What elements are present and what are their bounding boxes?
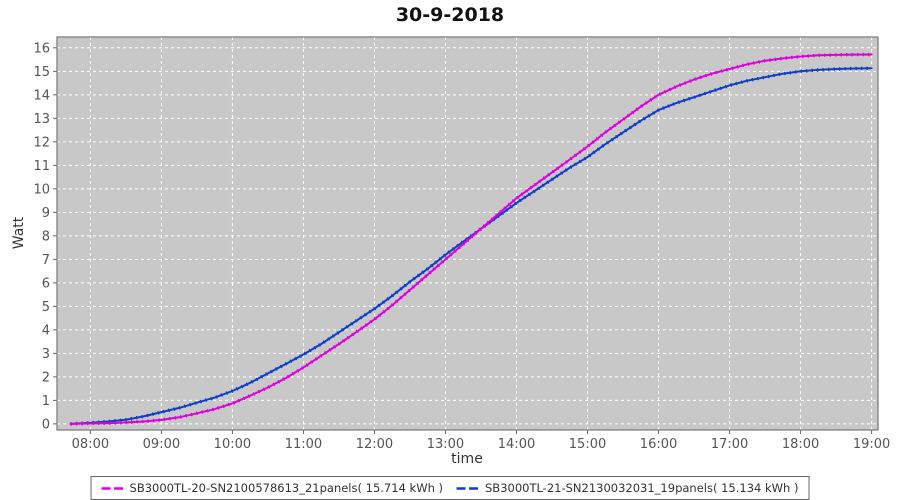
x-tick-label: 12:00 [356,437,393,452]
y-tick-label: 6 [42,276,50,291]
y-tick-label: 10 [33,182,50,197]
x-tick-label: 18:00 [782,437,819,452]
x-tick-label: 11:00 [285,437,322,452]
x-tick-label: 15:00 [569,437,606,452]
y-tick-label: 14 [33,88,50,103]
y-tick-label: 8 [42,229,50,244]
series-point-ticks-0 [70,52,872,426]
x-tick-label: 09:00 [143,437,180,452]
y-tick-label: 12 [33,135,50,150]
y-tick-label: 4 [42,323,50,338]
x-tick-label: 17:00 [711,437,748,452]
y-tick-label: 7 [42,253,50,268]
y-tick-label: 1 [42,394,50,409]
series-point-ticks-1 [70,66,872,426]
y-tick-label: 9 [42,206,50,221]
x-axis-label: time [451,451,483,467]
chart-title: 30-9-2018 [395,4,505,26]
x-tick-label: 10:00 [214,437,251,452]
legend-item-inverter-20: SB3000TL-20-SN2100578613_21panels( 15.71… [101,481,443,495]
legend-item-inverter-21: SB3000TL-21-SN2130032031_19panels( 15.13… [457,481,798,495]
y-tick-label: 16 [33,41,50,56]
y-tick-label: 15 [33,65,50,80]
y-tick-label: 3 [42,347,50,362]
y-tick-label: 11 [33,159,50,174]
x-tick-label: 08:00 [72,437,109,452]
legend-label-inverter-20: SB3000TL-20-SN2100578613_21panels( 15.71… [129,481,443,495]
y-tick-label: 2 [42,370,50,385]
plot-background [57,37,878,430]
x-tick-label: 16:00 [640,437,677,452]
y-tick-label: 0 [42,417,50,432]
x-tick-label: 13:00 [427,437,464,452]
legend: SB3000TL-20-SN2100578613_21panels( 15.71… [90,476,810,500]
x-tick-label: 14:00 [498,437,535,452]
y-tick-label: 13 [33,112,50,127]
magenta-series-line-icon [101,486,126,490]
blue-series-line-icon [457,486,481,490]
plot-border [56,36,879,431]
x-tick-label: 19:00 [853,437,890,452]
legend-label-inverter-21: SB3000TL-21-SN2130032031_19panels( 15.13… [485,481,799,495]
y-tick-label: 5 [42,300,50,315]
